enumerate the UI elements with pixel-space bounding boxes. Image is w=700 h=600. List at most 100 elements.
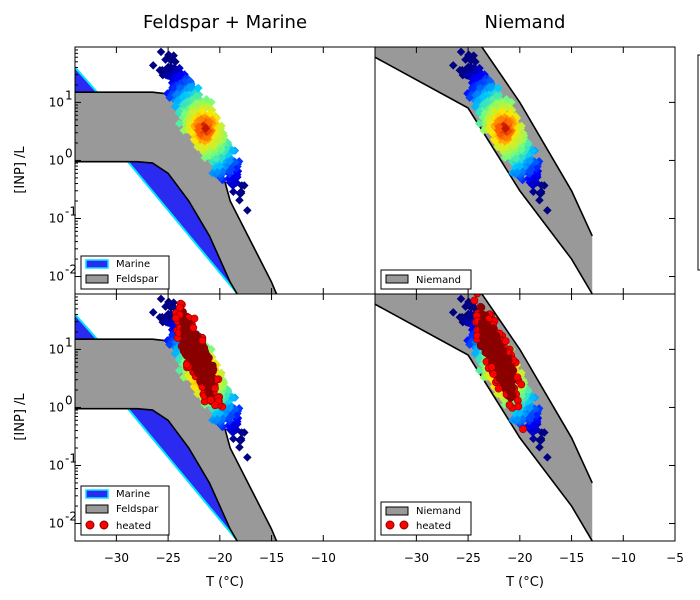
heated-point (505, 401, 514, 409)
density-point (497, 144, 507, 153)
heated-point (504, 356, 513, 365)
density-point (204, 118, 214, 127)
heated-point (189, 323, 198, 332)
band-edge-lower-feldspar (75, 407, 239, 541)
band-edge-upper-niemand (480, 294, 593, 484)
y-tick-label: 10 (49, 153, 64, 167)
heated-point (196, 363, 205, 372)
density-point (504, 118, 514, 127)
legend-bottom-right: Niemand heated (380, 501, 472, 536)
density-point (479, 119, 489, 128)
heated-point (211, 384, 219, 393)
density-point (194, 122, 203, 132)
density-point (515, 409, 524, 418)
band-edge-lower-feldspar (75, 160, 239, 294)
density-point (243, 453, 252, 462)
density-point (171, 57, 180, 66)
density-point (478, 92, 488, 102)
density-point (476, 83, 485, 92)
density-point (522, 392, 531, 401)
axis-ticks: 10 -210 -110 010 110 -210 -110 010 1−30 −25 −20 −15… (49, 46, 684, 565)
density-point (465, 311, 475, 321)
density-point (190, 136, 200, 146)
density-point (194, 83, 203, 93)
density-point (493, 100, 502, 109)
y-tick-label: 10 (49, 270, 64, 284)
x-tick-label: −25 (155, 551, 180, 565)
heated-point (473, 294, 482, 298)
density-point (490, 136, 500, 146)
density-point (179, 100, 189, 109)
density-point (190, 383, 200, 393)
heated-point (508, 385, 516, 393)
density-point (225, 403, 234, 413)
y-tick-exponent: 1 (65, 335, 73, 349)
heated-point (188, 336, 197, 345)
density-point (227, 180, 237, 190)
density-point (164, 297, 174, 307)
heated-point (206, 396, 215, 404)
density-point (485, 82, 495, 92)
x-tick-label: −20 (207, 551, 232, 565)
density-point (222, 145, 231, 154)
density-point (235, 442, 244, 452)
y-tick-exponent: 1 (65, 88, 73, 102)
band-edge-upper-niemand (480, 47, 593, 237)
y-tick-exponent: 0 (65, 146, 73, 160)
heated-point (171, 314, 180, 322)
density-point (176, 79, 185, 88)
legend-swatch-niemand (385, 506, 409, 516)
y-axis-label-top: [INP] /L (13, 146, 28, 194)
legend-label-feldspar: Feldspar (116, 274, 159, 285)
density-point (529, 434, 538, 444)
legend-swatch-marine (85, 259, 109, 269)
density-point (228, 146, 237, 156)
density-point (474, 366, 484, 375)
legend-marker-heated (85, 520, 95, 530)
legend-label-feldspar: Feldspar (116, 504, 159, 515)
heated-point (489, 370, 498, 378)
legend-top-left: Marine Feldspar (80, 255, 170, 290)
density-point (535, 442, 544, 452)
heated-point (470, 296, 479, 305)
y-tick-exponent: 0 (65, 393, 73, 407)
density-point (156, 47, 166, 57)
legend-top-right: Niemand (380, 269, 472, 290)
density-point (456, 294, 466, 304)
density-point (148, 61, 158, 70)
heated-point (178, 317, 187, 326)
density-point (192, 92, 202, 101)
density-point (475, 71, 485, 80)
density-point (227, 427, 237, 437)
band-edge-lower-niemand (375, 56, 593, 294)
x-tick-label: −20 (507, 551, 532, 565)
density-point (155, 312, 165, 322)
heated-point (200, 345, 209, 354)
y-tick-exponent: -2 (65, 510, 77, 524)
density-point (228, 393, 237, 403)
density-point (479, 100, 489, 109)
y-tick-label: 10 (49, 342, 64, 356)
legend-label-marine: Marine (116, 489, 150, 500)
density-point (469, 83, 478, 93)
density-point (187, 128, 196, 137)
heated-point (478, 342, 487, 351)
x-tick-label: −30 (404, 551, 429, 565)
legend-marker-heated (385, 520, 395, 530)
density-point (227, 412, 236, 421)
heated-point (477, 320, 486, 329)
density-point (205, 109, 215, 118)
density-point (148, 308, 158, 317)
density-point (494, 122, 503, 132)
heated-point (175, 303, 184, 312)
heated-point (506, 393, 515, 402)
heated-point (497, 347, 505, 356)
density-point (525, 403, 534, 413)
density-point (163, 318, 173, 327)
x-tick-label: −25 (455, 551, 480, 565)
panel-bottom-right (375, 294, 593, 541)
density-point (179, 119, 189, 128)
density-point (170, 349, 180, 358)
panel-top-left (75, 47, 279, 294)
heated-point (481, 334, 490, 343)
